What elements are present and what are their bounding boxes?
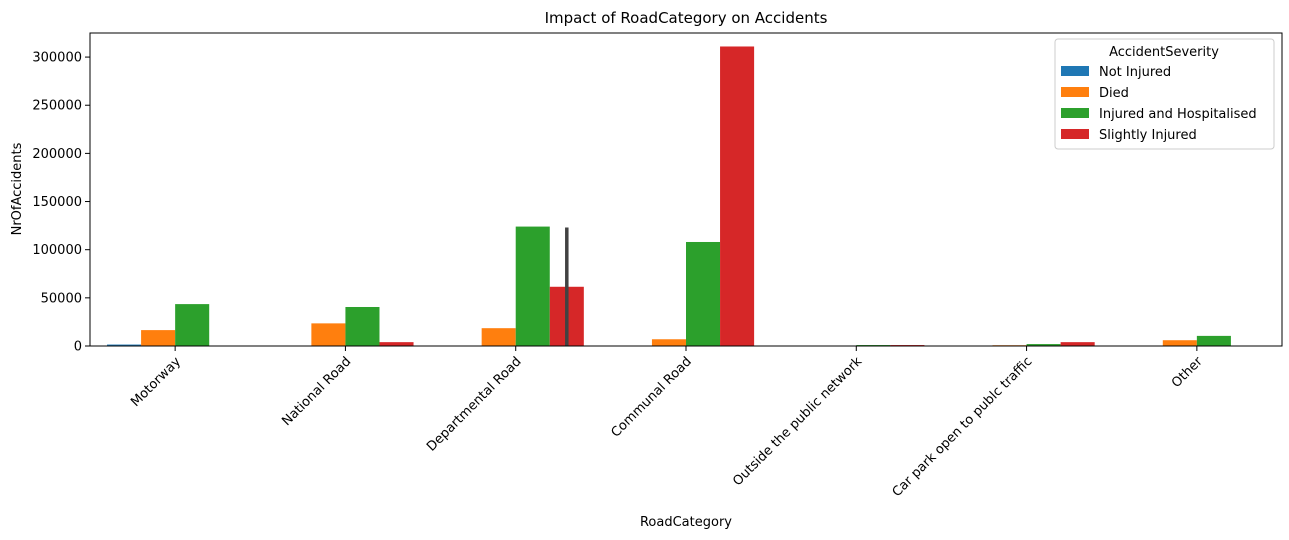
- y-tick-label: 200000: [32, 147, 82, 162]
- legend-title: AccidentSeverity: [1109, 45, 1219, 60]
- bar-injured-and-hospitalised-0: [175, 304, 210, 346]
- y-tick-label: 100000: [32, 243, 82, 258]
- y-axis-label: NrOfAccidents: [10, 142, 25, 235]
- y-tick-label: 0: [74, 340, 82, 355]
- x-tick-label: Motorway: [128, 354, 184, 410]
- legend-entry-label: Not Injured: [1099, 65, 1171, 80]
- legend-swatch: [1061, 87, 1089, 97]
- y-tick-label: 150000: [32, 195, 82, 210]
- bar-slightly-injured-1: [379, 342, 414, 346]
- y-tick-label: 250000: [32, 99, 82, 114]
- y-tick-label: 50000: [41, 291, 82, 306]
- bar-injured-and-hospitalised-2: [515, 226, 550, 346]
- bar-died-0: [141, 330, 176, 346]
- x-axis: Motorway National Road Departmental Road Co…: [128, 346, 1206, 500]
- bar-injured-and-hospitalised-1: [345, 306, 380, 346]
- bar-injured-and-hospitalised-5: [1026, 344, 1061, 346]
- bar-injured-and-hospitalised-3: [686, 241, 721, 346]
- x-tick-label: Outside the public network: [730, 354, 865, 489]
- legend-swatch: [1061, 129, 1089, 139]
- bar-slightly-injured-5: [1060, 342, 1095, 346]
- legend-frame: [1054, 38, 1275, 150]
- x-tick-label: Car park open to publc traffic: [890, 354, 1036, 500]
- x-tick-label: Departmental Road: [424, 354, 524, 454]
- x-tick-label: Communal Road: [608, 354, 694, 440]
- bar-died-3: [651, 339, 686, 346]
- legend-entry-label: Injured and Hospitalised: [1099, 107, 1257, 122]
- bar-not-injured-0: [107, 344, 142, 346]
- y-axis: 0 50000 100000 150000 200000 250000 300000: [32, 51, 90, 355]
- legend: AccidentSeverity Not Injured Died Injured …: [1054, 38, 1275, 150]
- bar-injured-and-hospitalised-6: [1196, 335, 1231, 346]
- x-tick-label: National Road: [279, 354, 354, 429]
- x-axis-label: RoadCategory: [640, 515, 732, 530]
- legend-swatch: [1061, 108, 1089, 118]
- bar-died-6: [1162, 340, 1197, 346]
- bar-died-2: [481, 328, 516, 346]
- legend-entry-label: Slightly Injured: [1099, 128, 1197, 143]
- bars-layer: [107, 46, 1231, 346]
- y-tick-label: 300000: [32, 51, 82, 66]
- x-tick-label: Other: [1169, 354, 1206, 391]
- bar-died-1: [311, 323, 346, 346]
- legend-swatch: [1061, 66, 1089, 76]
- chart-title: Impact of RoadCategory on Accidents: [545, 9, 828, 27]
- legend-entry-label: Died: [1099, 86, 1129, 101]
- bar-slightly-injured-3: [720, 46, 755, 346]
